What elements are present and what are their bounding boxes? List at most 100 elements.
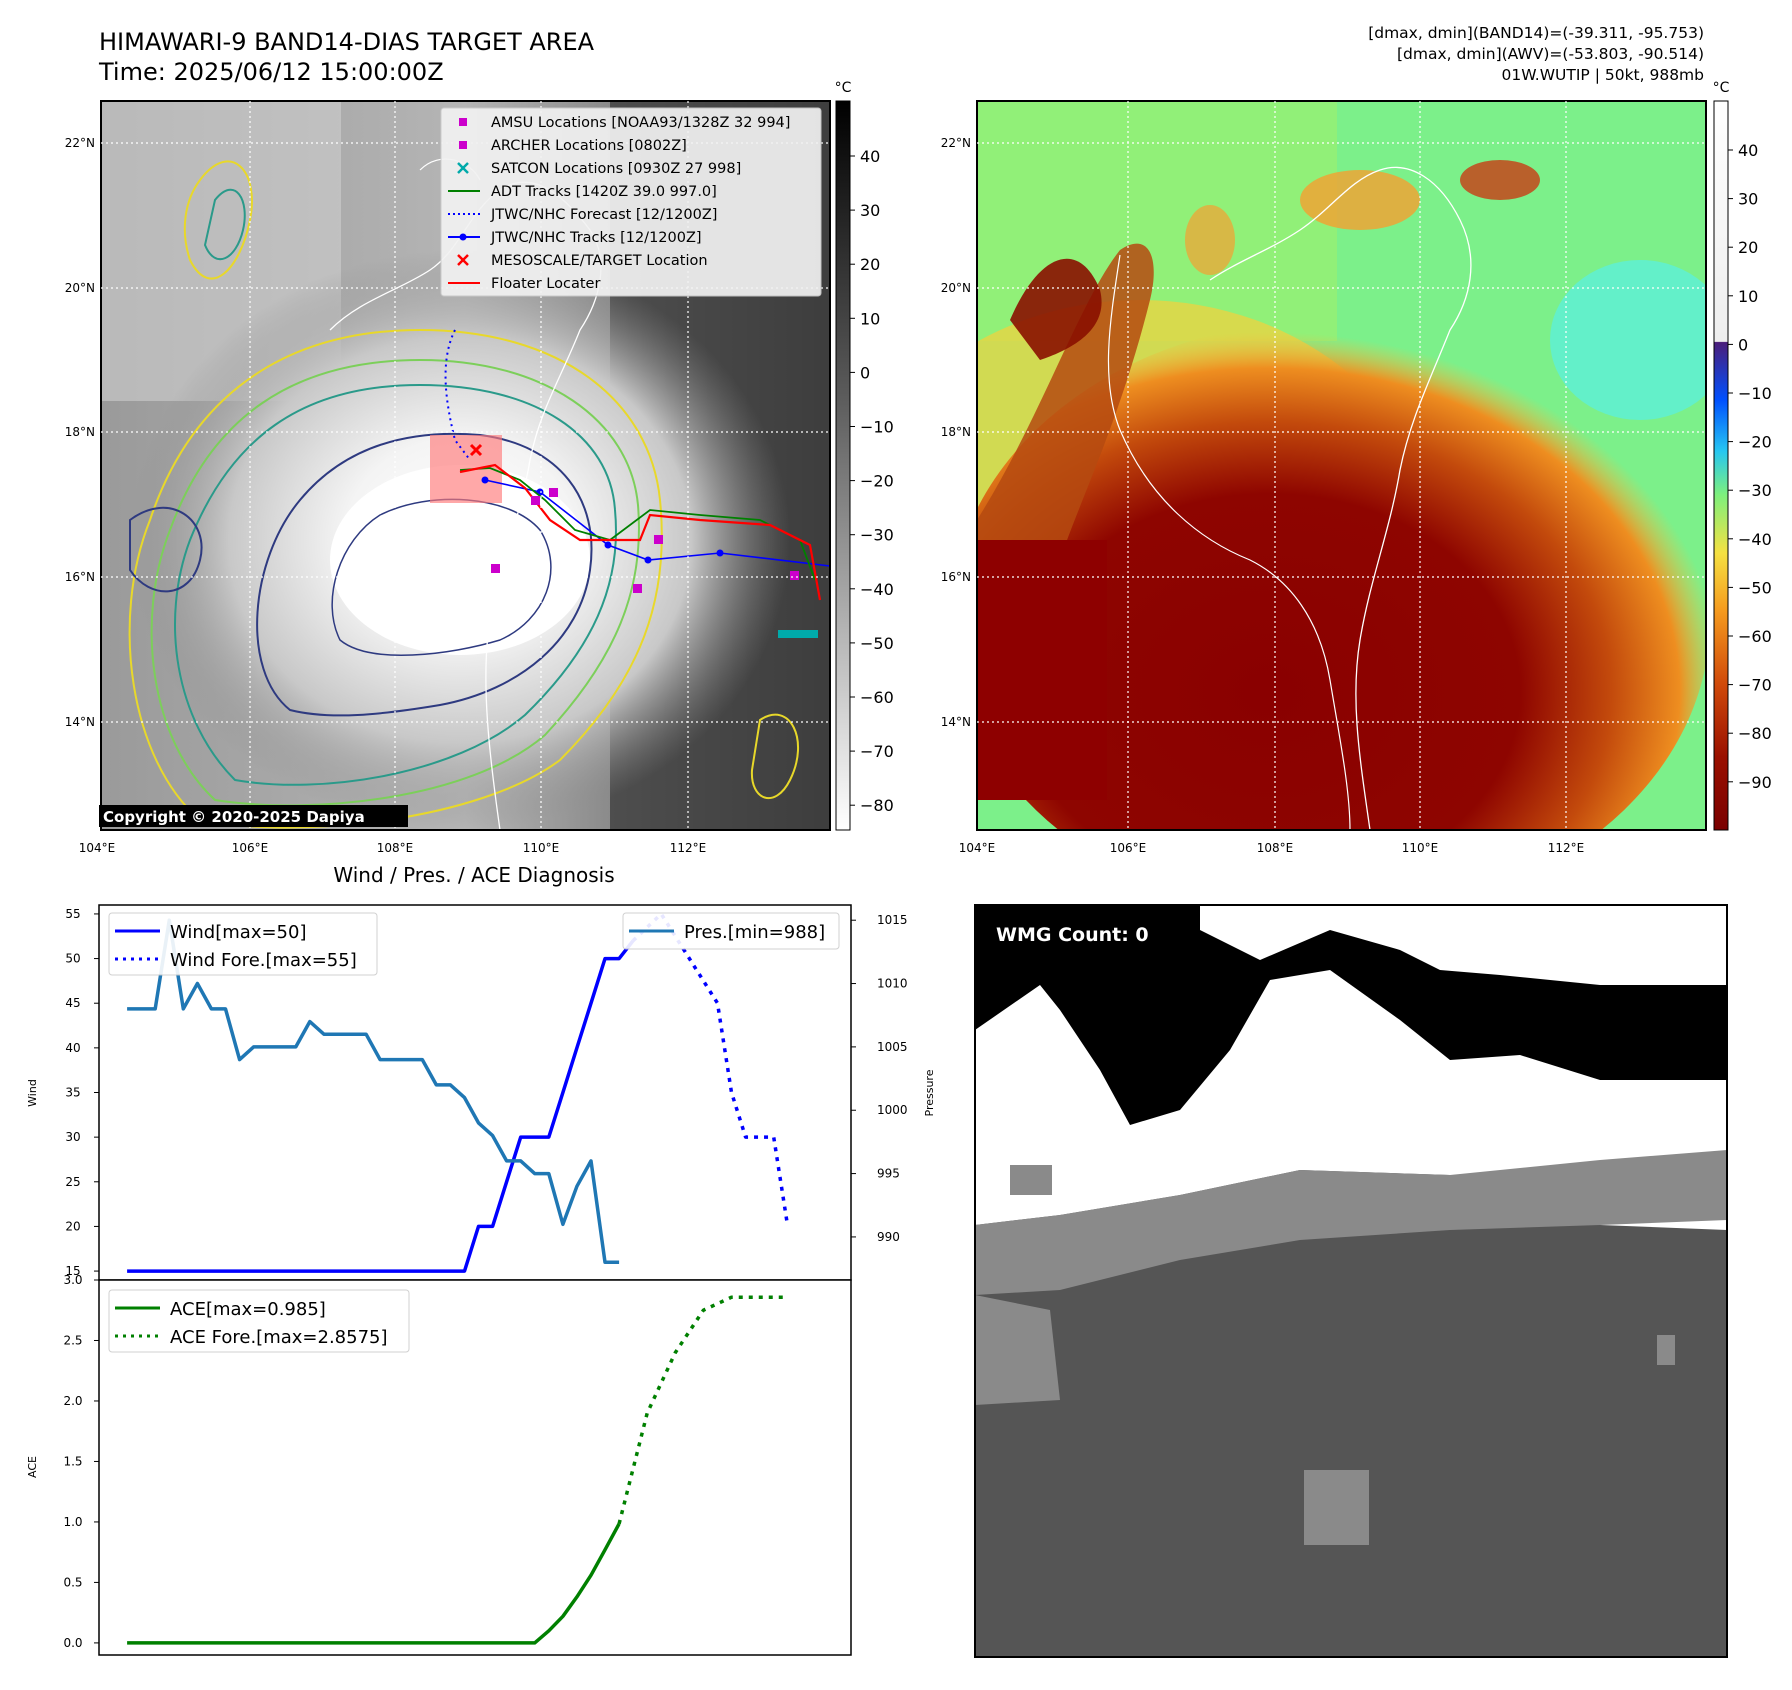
wind-pressure-chart: Wind Pressure 15 20 25 30 35 40 45 50 55 990 995 1…	[26, 904, 936, 1281]
y2-tick-label: 990	[877, 1230, 900, 1244]
colorbar-tick-label: −80	[860, 796, 894, 815]
mesoscale-target-marker	[469, 443, 483, 457]
wmg-panel: WMG Count: 0	[974, 904, 1728, 1658]
legend-wind: Wind[max=50]	[170, 922, 307, 943]
colorbar-tick-label: −60	[1738, 627, 1772, 646]
stats-line2: [dmax, dmin](AWV)=(-53.803, -90.514)	[1397, 45, 1704, 63]
y-tick-label: 30	[65, 1130, 80, 1144]
lat-tick-label: 16°N	[941, 570, 971, 584]
colorbar-tick-label: 20	[1738, 238, 1758, 257]
lon-tick-label: 110°E	[1402, 841, 1439, 855]
y-tick-label: 2.5	[63, 1333, 82, 1347]
y-tick-label: 0.0	[63, 1636, 82, 1650]
colorbar-tick-label: 30	[860, 201, 880, 220]
y2-tick-label: 1015	[877, 913, 908, 927]
map-title-line2: Time: 2025/06/12 15:00:00Z	[98, 58, 444, 86]
colorbar-tick-label: 10	[1738, 287, 1758, 306]
lon-tick-label: 104°E	[79, 841, 116, 855]
colorbar-tick-label: 0	[860, 363, 870, 382]
colorbar-tick-label: −60	[860, 688, 894, 707]
lon-tick-label: 108°E	[377, 841, 414, 855]
y-tick-label: 2.0	[63, 1394, 82, 1408]
pressure-axis-label: Pressure	[923, 1069, 936, 1116]
colorbar-tick-label: −30	[1738, 481, 1772, 500]
stats-line3: 01W.WUTIP | 50kt, 988mb	[1502, 66, 1704, 84]
ace-axis-label: ACE	[26, 1456, 39, 1478]
series-line	[127, 1522, 621, 1645]
stats-line1: [dmax, dmin](BAND14)=(-39.311, -95.753)	[1368, 24, 1704, 42]
map-legend-entry: AMSU Locations [NOAA93/1328Z 32 994]	[491, 115, 790, 131]
lat-tick-label: 14°N	[941, 715, 971, 729]
colorbar-right-unit: °C	[1713, 80, 1730, 96]
y2-tick-label: 1000	[877, 1103, 908, 1117]
jtwc-forecast-track	[444, 329, 471, 461]
y-tick-label: 0.5	[63, 1575, 82, 1589]
colorbar-tick-label: −80	[1738, 724, 1772, 743]
wmg-count-badge	[988, 918, 1168, 948]
jtwc-track	[484, 479, 830, 567]
lon-tick-label: 112°E	[670, 841, 707, 855]
map-legend-entry: ARCHER Locations [0802Z]	[491, 138, 687, 154]
ir-map-right: 22°N 20°N 18°N 16°N 14°N 104°E 106°E 108°E 110°…	[941, 80, 1772, 855]
colorbar-tick-label: 40	[1738, 141, 1758, 160]
y2-tick-label: 995	[877, 1167, 900, 1181]
floater-locater-track	[459, 463, 822, 601]
lat-tick-label: 22°N	[65, 136, 95, 150]
ir-map-left: 22°N 20°N 18°N 16°N 14°N 104°E 106°E 108°E 110°…	[65, 80, 894, 855]
colorbar-tick-label: −90	[1738, 773, 1772, 792]
colorbar-left	[835, 100, 851, 831]
y-tick-label: 1.0	[63, 1515, 82, 1529]
y-tick-label: 40	[65, 1041, 80, 1055]
lat-tick-label: 18°N	[941, 425, 971, 439]
amsu-archer-markers	[491, 488, 799, 593]
lon-tick-label: 104°E	[959, 841, 996, 855]
colorbar-tick-label: −50	[860, 634, 894, 653]
colorbar-left-unit: °C	[835, 80, 852, 96]
y2-tick-label: 1010	[877, 977, 908, 991]
colorbar-tick-label: −40	[1738, 530, 1772, 549]
map-legend-entry: JTWC/NHC Forecast [12/1200Z]	[490, 207, 717, 223]
lon-tick-label: 110°E	[523, 841, 560, 855]
lat-tick-label: 14°N	[65, 715, 95, 729]
series-line	[127, 939, 635, 1273]
colorbar-tick-label: −10	[1738, 384, 1772, 403]
lat-tick-label: 16°N	[65, 570, 95, 584]
colorbar-right	[1713, 100, 1729, 831]
lon-tick-label: 106°E	[1110, 841, 1147, 855]
map-title-line1: HIMAWARI-9 BAND14-DIAS TARGET AREA	[99, 28, 595, 56]
copyright-text: Copyright © 2020-2025 Dapiya	[103, 808, 365, 826]
legend-ace: ACE[max=0.985]	[170, 1299, 326, 1320]
lat-tick-label: 20°N	[941, 281, 971, 295]
series-line	[617, 1295, 788, 1525]
map-legend-box	[440, 107, 822, 297]
wmg-count-label: WMG Count: 0	[996, 924, 1149, 946]
colorbar-tick-label: −40	[860, 580, 894, 599]
copyright-box	[99, 805, 408, 827]
map-legend-entry: JTWC/NHC Tracks [12/1200Z]	[490, 230, 702, 246]
y-tick-label: 3.0	[63, 1273, 82, 1287]
y-tick-label: 25	[65, 1175, 80, 1189]
y-tick-label: 15	[65, 1264, 80, 1278]
legend-wind-forecast: Wind Fore.[max=55]	[170, 950, 357, 971]
colorbar-tick-label: −20	[1738, 433, 1772, 452]
cold-cloud-area	[977, 320, 1706, 830]
colorbar-tick-label: −20	[860, 472, 894, 491]
lat-tick-label: 22°N	[941, 136, 971, 150]
colorbar-tick-label: −50	[1738, 578, 1772, 597]
y2-tick-label: 1005	[877, 1040, 908, 1054]
map-legend-entry: Floater Locater	[491, 276, 600, 292]
colorbar-tick-label: −70	[1738, 676, 1772, 695]
diagnosis-chart-title: Wind / Pres. / ACE Diagnosis	[333, 863, 614, 887]
colorbar-tick-label: 40	[860, 147, 880, 166]
wind-axis-label: Wind	[26, 1079, 39, 1107]
map-legend: AMSU Locations [NOAA93/1328Z 32 994] ARCH…	[448, 115, 790, 292]
legend-ace-forecast: ACE Fore.[max=2.8575]	[170, 1327, 388, 1348]
y-tick-label: 50	[65, 952, 80, 966]
colorbar-tick-label: −70	[860, 742, 894, 761]
map-legend-entry: ADT Tracks [1420Z 39.0 997.0]	[491, 184, 717, 200]
ace-chart: ACE 0.0 0.5 1.0 1.5 2.0 2.5 3.0 ACE[max=0.985]…	[26, 1273, 852, 1656]
lon-tick-label: 112°E	[1548, 841, 1585, 855]
colorbar-tick-label: 10	[860, 309, 880, 328]
y-tick-label: 45	[65, 996, 80, 1010]
